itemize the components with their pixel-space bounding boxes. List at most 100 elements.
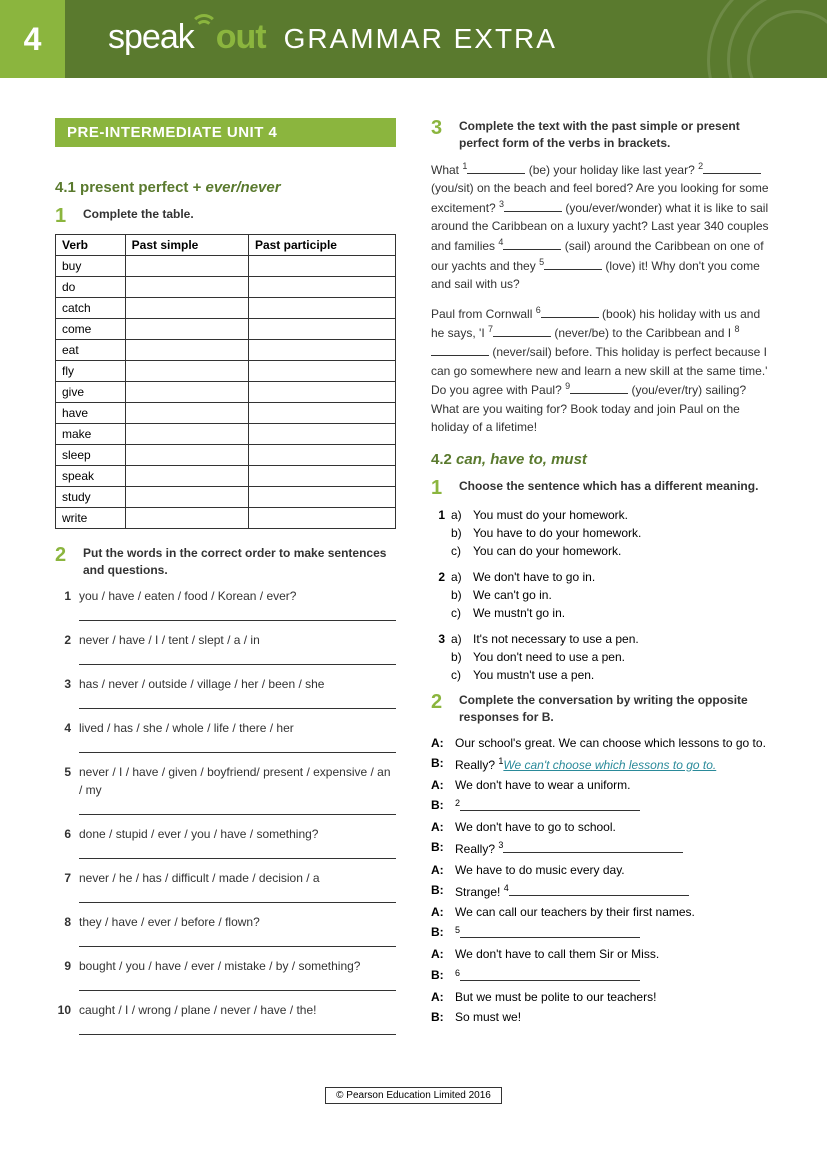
past-simple-cell[interactable] xyxy=(125,466,248,487)
choice-row[interactable]: 2a)We don't have to go in. xyxy=(431,568,772,586)
past-participle-cell[interactable] xyxy=(248,508,395,529)
past-participle-cell[interactable] xyxy=(248,403,395,424)
past-simple-cell[interactable] xyxy=(125,424,248,445)
exercise-instruction: Complete the table. xyxy=(83,206,194,223)
past-participle-cell[interactable] xyxy=(248,319,395,340)
speaker-label: A: xyxy=(431,988,449,1007)
fill-blank[interactable] xyxy=(431,345,489,356)
past-participle-cell[interactable] xyxy=(248,361,395,382)
fill-blank[interactable] xyxy=(460,927,640,938)
past-simple-cell[interactable] xyxy=(125,361,248,382)
choice-letter: a) xyxy=(451,506,467,524)
answer-line[interactable] xyxy=(79,739,396,753)
choice-group-number xyxy=(431,666,445,684)
fill-blank[interactable] xyxy=(460,970,640,981)
choice-text: It's not necessary to use a pen. xyxy=(473,630,639,648)
answer-line[interactable] xyxy=(79,889,396,903)
answer-line[interactable] xyxy=(79,695,396,709)
wifi-icon xyxy=(190,8,212,30)
line-body: We don't have to call them Sir or Miss. xyxy=(455,945,772,964)
exercise-1-header: 1 Complete the table. xyxy=(55,206,396,226)
answer-line[interactable] xyxy=(79,933,396,947)
fill-blank[interactable] xyxy=(570,383,628,394)
past-simple-cell[interactable] xyxy=(125,403,248,424)
conversation-line: B:So must we! xyxy=(431,1008,772,1027)
fill-blank[interactable] xyxy=(467,163,525,174)
page-title: GRAMMAR EXTRA xyxy=(284,23,557,55)
question-number: 1 xyxy=(55,587,71,627)
question-body: lived / has / she / whole / life / there… xyxy=(79,719,396,759)
choice-text: You must do your homework. xyxy=(473,506,628,524)
past-participle-cell[interactable] xyxy=(248,466,395,487)
fill-blank[interactable] xyxy=(503,239,561,250)
speaker-label: B: xyxy=(431,881,449,902)
question-body: caught / I / wrong / plane / never / hav… xyxy=(79,1001,396,1041)
choice-row[interactable]: 1 a) You must do your homework. xyxy=(431,506,772,524)
choice-group-number: 1 xyxy=(431,506,445,524)
speaker-label: B: xyxy=(431,966,449,987)
question-text: bought / you / have / ever / mistake / b… xyxy=(79,957,396,975)
conversation-line: B:6 xyxy=(431,966,772,987)
past-participle-cell[interactable] xyxy=(248,298,395,319)
answer-line[interactable] xyxy=(79,845,396,859)
past-participle-cell[interactable] xyxy=(248,382,395,403)
fill-blank[interactable] xyxy=(504,201,562,212)
fill-blank[interactable] xyxy=(493,326,551,337)
choice-row[interactable]: b)You have to do your homework. xyxy=(431,524,772,542)
exercise-4-header: 1 Choose the sentence which has a differ… xyxy=(431,478,772,498)
question-text: done / stupid / ever / you / have / some… xyxy=(79,825,396,843)
fill-blank[interactable] xyxy=(544,259,602,270)
conversation-line: A:We can call our teachers by their firs… xyxy=(431,903,772,922)
past-simple-cell[interactable] xyxy=(125,319,248,340)
line-body: Strange! 4 xyxy=(455,881,772,902)
choice-row[interactable]: c)You mustn't use a pen. xyxy=(431,666,772,684)
verb-table: VerbPast simplePast participle buydocatc… xyxy=(55,234,396,529)
fill-blank[interactable] xyxy=(703,163,761,174)
table-header: Past simple xyxy=(125,235,248,256)
question-item: 1you / have / eaten / food / Korean / ev… xyxy=(55,587,396,627)
table-header: Verb xyxy=(56,235,126,256)
verb-cell: come xyxy=(56,319,126,340)
speaker-label: A: xyxy=(431,903,449,922)
past-simple-cell[interactable] xyxy=(125,445,248,466)
question-number: 10 xyxy=(55,1001,71,1041)
choice-row[interactable]: c)We mustn't go in. xyxy=(431,604,772,622)
fill-blank[interactable] xyxy=(541,307,599,318)
choice-row[interactable]: c)You can do your homework. xyxy=(431,542,772,560)
past-participle-cell[interactable] xyxy=(248,277,395,298)
past-participle-cell[interactable] xyxy=(248,340,395,361)
speaker-label: A: xyxy=(431,776,449,795)
conversation-line: B:Really? 1We can't choose which lessons… xyxy=(431,754,772,775)
answer-line[interactable] xyxy=(79,977,396,991)
answer-line[interactable] xyxy=(79,1021,396,1035)
past-simple-cell[interactable] xyxy=(125,508,248,529)
choice-row[interactable]: b)We can't go in. xyxy=(431,586,772,604)
past-simple-cell[interactable] xyxy=(125,487,248,508)
choice-text: You have to do your homework. xyxy=(473,524,641,542)
conversation-line: B:5 xyxy=(431,923,772,944)
past-simple-cell[interactable] xyxy=(125,340,248,361)
past-simple-cell[interactable] xyxy=(125,256,248,277)
exercise-2-header: 2 Put the words in the correct order to … xyxy=(55,545,396,579)
question-item: 2never / have / I / tent / slept / a / i… xyxy=(55,631,396,671)
exercise-3-para2: Paul from Cornwall 6 (book) his holiday … xyxy=(431,304,772,437)
answer-line[interactable] xyxy=(79,651,396,665)
past-participle-cell[interactable] xyxy=(248,487,395,508)
answer-line[interactable] xyxy=(79,801,396,815)
past-participle-cell[interactable] xyxy=(248,445,395,466)
choice-group: 2a)We don't have to go in.b)We can't go … xyxy=(431,568,772,622)
past-simple-cell[interactable] xyxy=(125,277,248,298)
question-item: 3has / never / outside / village / her /… xyxy=(55,675,396,715)
gap-number: 8 xyxy=(734,324,739,334)
past-simple-cell[interactable] xyxy=(125,298,248,319)
past-simple-cell[interactable] xyxy=(125,382,248,403)
answer-line[interactable] xyxy=(79,607,396,621)
past-participle-cell[interactable] xyxy=(248,256,395,277)
past-participle-cell[interactable] xyxy=(248,424,395,445)
fill-blank[interactable] xyxy=(503,842,683,853)
choice-row[interactable]: 3a)It's not necessary to use a pen. xyxy=(431,630,772,648)
table-row: fly xyxy=(56,361,396,382)
fill-blank[interactable] xyxy=(509,885,689,896)
fill-blank[interactable] xyxy=(460,800,640,811)
choice-row[interactable]: b)You don't need to use a pen. xyxy=(431,648,772,666)
